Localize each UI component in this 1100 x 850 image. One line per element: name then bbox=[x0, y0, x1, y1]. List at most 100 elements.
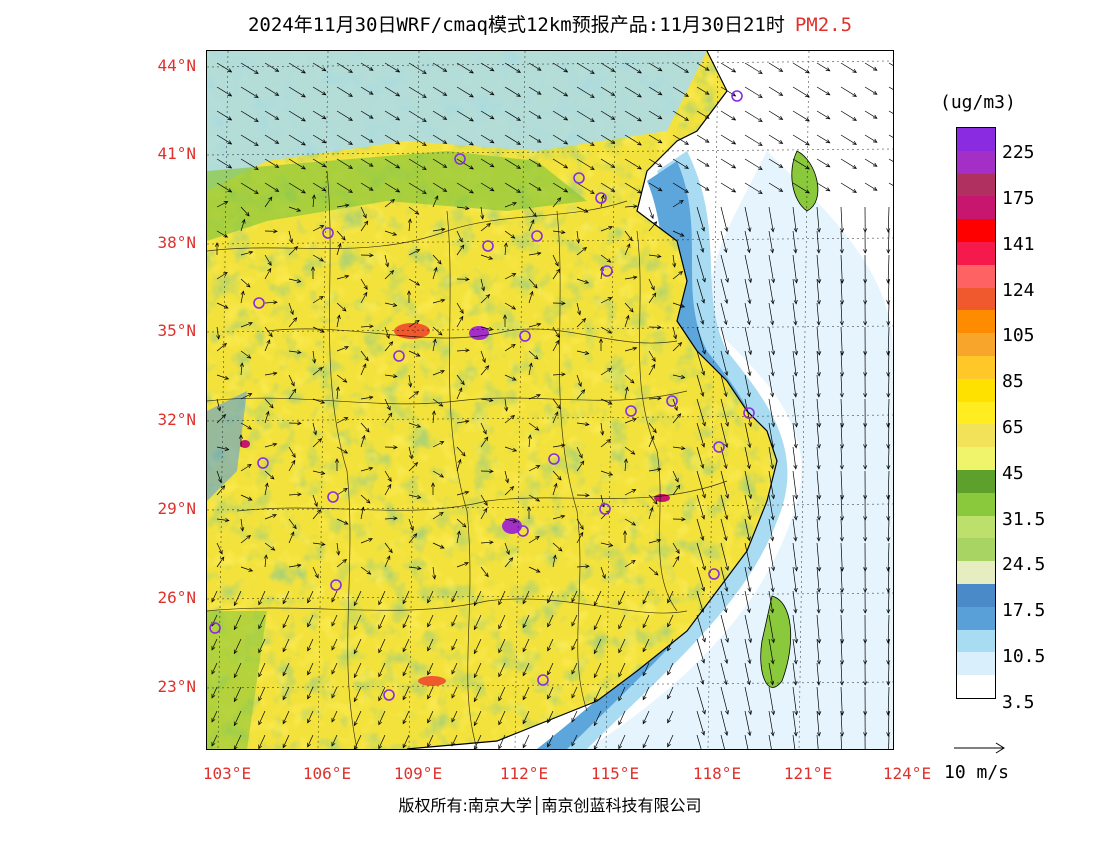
wind-vector bbox=[720, 566, 728, 592]
wind-vector bbox=[504, 542, 510, 555]
wind-vector bbox=[504, 230, 515, 239]
wind-vector-head bbox=[311, 194, 316, 199]
coastline bbox=[406, 51, 778, 749]
wind-vector-head bbox=[393, 445, 398, 450]
wind-vector bbox=[744, 158, 763, 170]
wind-vector bbox=[624, 62, 642, 74]
wind-vector bbox=[642, 590, 650, 604]
wind-vector bbox=[432, 512, 444, 520]
wind-vector-head bbox=[272, 513, 277, 518]
colorbar-cell bbox=[957, 378, 995, 402]
wind-vector bbox=[720, 470, 729, 499]
wind-vector bbox=[624, 182, 642, 194]
wind-vector bbox=[456, 302, 464, 314]
wind-vector bbox=[378, 686, 386, 701]
wind-vector bbox=[480, 86, 494, 96]
wind-vector bbox=[456, 446, 466, 457]
wind-vector bbox=[216, 182, 232, 193]
wind-vector-head bbox=[462, 523, 467, 528]
wind-vector-head bbox=[223, 201, 229, 205]
wind-vector bbox=[816, 590, 820, 613]
wind-vector-head bbox=[510, 414, 516, 420]
wind-vector-head bbox=[723, 680, 728, 686]
wind-vector-head bbox=[427, 718, 431, 724]
wind-vector-head bbox=[558, 547, 563, 552]
wind-vector bbox=[432, 134, 447, 144]
wind-vector-head bbox=[886, 444, 891, 449]
wind-vector bbox=[240, 206, 250, 217]
wind-vector bbox=[408, 533, 417, 544]
wind-vector bbox=[744, 686, 752, 715]
wind-vector-head bbox=[704, 162, 710, 167]
wind-vector bbox=[480, 508, 488, 520]
wind-vector-head bbox=[460, 380, 465, 386]
wind-vector bbox=[264, 411, 269, 424]
wind-vector bbox=[816, 734, 819, 749]
wind-vector bbox=[576, 389, 585, 400]
wind-vector bbox=[840, 86, 857, 97]
wind-vector-head bbox=[378, 696, 383, 702]
wind-vector bbox=[600, 326, 612, 334]
wind-vector-head bbox=[422, 141, 427, 146]
wind-vector-head bbox=[364, 356, 369, 362]
wind-vector bbox=[408, 278, 420, 286]
wind-vector-head bbox=[816, 660, 821, 665]
wind-vector bbox=[378, 734, 386, 749]
wind-vector-head bbox=[240, 526, 245, 532]
wind-vector-head bbox=[778, 187, 784, 192]
wind-vector-head bbox=[369, 253, 374, 258]
wind-vector-head bbox=[725, 494, 730, 499]
wind-vector bbox=[384, 158, 400, 169]
wind-vector-head bbox=[473, 745, 478, 749]
wind-vector bbox=[887, 206, 890, 233]
wind-vector bbox=[456, 459, 461, 472]
wind-vector-head bbox=[651, 357, 656, 362]
wind-vector bbox=[528, 206, 537, 217]
wind-vector-head bbox=[414, 210, 420, 215]
wind-vector-head bbox=[607, 297, 613, 301]
wind-vector bbox=[887, 326, 890, 356]
wind-vector bbox=[816, 446, 820, 469]
wind-vector bbox=[600, 542, 613, 547]
sea-light bbox=[587, 151, 893, 749]
wind-vector-head bbox=[886, 732, 891, 737]
wind-vector bbox=[744, 134, 763, 146]
wind-vector bbox=[240, 291, 244, 304]
wind-vector bbox=[816, 518, 820, 541]
wind-vector bbox=[648, 350, 656, 362]
wind-vector-head bbox=[748, 566, 753, 572]
wind-vector-head bbox=[216, 334, 221, 340]
wind-vector-head bbox=[794, 566, 799, 572]
wind-vector-head bbox=[319, 328, 325, 333]
lon-gridline bbox=[317, 51, 329, 749]
wind-vector bbox=[552, 470, 562, 481]
wind-vector bbox=[887, 638, 890, 665]
wind-vector bbox=[887, 470, 890, 500]
wind-vector bbox=[307, 590, 314, 603]
wind-vector bbox=[451, 590, 458, 603]
wind-vector-head bbox=[700, 536, 705, 541]
wind-vector-head bbox=[700, 680, 705, 685]
pm25-map[interactable] bbox=[206, 50, 894, 750]
wind-vector-head bbox=[747, 371, 752, 377]
wind-vector-head bbox=[642, 671, 647, 677]
wind-vector-head bbox=[839, 588, 845, 593]
wind-vector-head bbox=[270, 546, 276, 551]
wind-vector-head bbox=[211, 741, 216, 747]
city-marker bbox=[713, 441, 725, 453]
wind-vector-head bbox=[465, 277, 470, 282]
wind-vector-head bbox=[839, 321, 844, 326]
wind-vector-head bbox=[433, 266, 438, 272]
wind-vector bbox=[498, 686, 506, 701]
wind-vector-head bbox=[248, 321, 253, 326]
wind-vector-head bbox=[512, 518, 518, 523]
city-marker bbox=[537, 674, 549, 686]
wind-vector-head bbox=[886, 495, 891, 500]
wind-vector bbox=[384, 230, 397, 236]
wind-vector-head bbox=[700, 608, 705, 613]
wind-vector bbox=[451, 686, 458, 699]
wind-vector bbox=[216, 230, 228, 238]
wind-vector bbox=[240, 464, 252, 472]
wind-vector bbox=[624, 446, 635, 455]
wind-vector-head bbox=[770, 680, 775, 686]
